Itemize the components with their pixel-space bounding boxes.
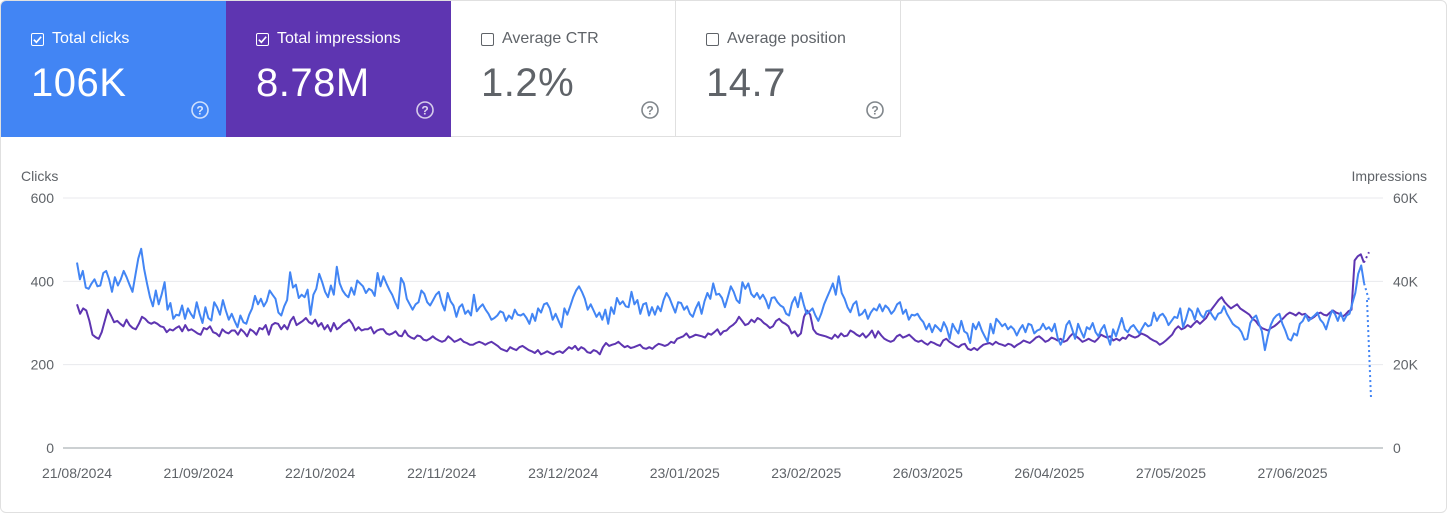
x-tick-label: 27/05/2025 — [1136, 465, 1206, 481]
svg-text:?: ? — [196, 103, 203, 117]
average-ctr-value: 1.2% — [481, 61, 575, 105]
check-icon — [258, 35, 267, 43]
left-tick-label: 0 — [46, 440, 54, 456]
right-tick-label: 40K — [1393, 273, 1419, 289]
x-tick-label: 27/06/2025 — [1257, 465, 1327, 481]
svg-text:?: ? — [871, 103, 878, 117]
x-axis-labels: 21/08/2024 21/09/2024 22/10/2024 22/11/2024… — [42, 465, 1328, 481]
left-tick-label: 200 — [31, 357, 55, 373]
metric-cards: Total clicks 106K ? Total impressions 8.… — [1, 1, 901, 137]
total-impressions-checkbox[interactable] — [256, 32, 269, 46]
help-icon[interactable]: ? — [415, 100, 435, 120]
x-tick-label: 23/02/2025 — [771, 465, 841, 481]
right-tick-label: 20K — [1393, 357, 1419, 373]
x-tick-label: 21/08/2024 — [42, 465, 112, 481]
x-tick-label: 23/01/2025 — [650, 465, 720, 481]
right-axis-ticks: 0 20K 40K 60K — [1393, 190, 1419, 456]
average-position-value: 14.7 — [706, 61, 786, 105]
average-ctr-label: Average CTR — [502, 30, 599, 47]
total-impressions-label: Total impressions — [277, 30, 401, 47]
total-clicks-value: 106K — [31, 61, 127, 105]
average-position-checkbox[interactable] — [706, 32, 719, 46]
average-ctr-checkbox[interactable] — [481, 32, 494, 46]
x-tick-label: 26/04/2025 — [1014, 465, 1084, 481]
x-tick-label: 21/09/2024 — [164, 465, 234, 481]
left-tick-label: 400 — [31, 273, 55, 289]
clicks-line — [76, 247, 1366, 352]
average-ctr-card[interactable]: Average CTR 1.2% ? — [451, 1, 676, 137]
series-lines — [76, 247, 1372, 399]
check-icon — [33, 35, 42, 43]
impressions-partial-segment — [1363, 251, 1370, 264]
svg-text:?: ? — [646, 103, 653, 117]
total-impressions-value: 8.78M — [256, 61, 370, 105]
clicks-partial-segment — [1363, 283, 1370, 301]
left-tick-label: 600 — [31, 190, 55, 206]
right-tick-label: 60K — [1393, 190, 1419, 206]
total-impressions-card[interactable]: Total impressions 8.78M ? — [226, 1, 451, 137]
average-position-label: Average position — [727, 30, 846, 47]
help-icon[interactable]: ? — [865, 100, 885, 120]
right-tick-label: 0 — [1393, 440, 1401, 456]
total-clicks-label: Total clicks — [52, 30, 130, 47]
x-tick-label: 22/10/2024 — [285, 465, 355, 481]
impressions-line — [76, 253, 1365, 356]
help-icon[interactable]: ? — [640, 100, 660, 120]
svg-text:?: ? — [421, 103, 428, 117]
grid-lines — [63, 197, 1383, 449]
left-axis-title: Clicks — [21, 168, 58, 184]
x-tick-label: 23/12/2024 — [528, 465, 598, 481]
right-axis-title: Impressions — [1352, 168, 1427, 184]
x-tick-label: 22/11/2024 — [407, 465, 476, 481]
x-tick-label: 26/03/2025 — [893, 465, 963, 481]
total-clicks-card[interactable]: Total clicks 106K ? — [1, 1, 226, 137]
performance-chart[interactable]: Clicks Impressions 0 200 400 600 0 20K 40K 60K… — [1, 141, 1446, 512]
help-icon[interactable]: ? — [190, 100, 210, 120]
average-position-card[interactable]: Average position 14.7 ? — [676, 1, 901, 137]
clicks-partial-drop — [1366, 300, 1372, 399]
left-axis-ticks: 0 200 400 600 — [31, 190, 55, 456]
total-clicks-checkbox[interactable] — [31, 32, 44, 46]
